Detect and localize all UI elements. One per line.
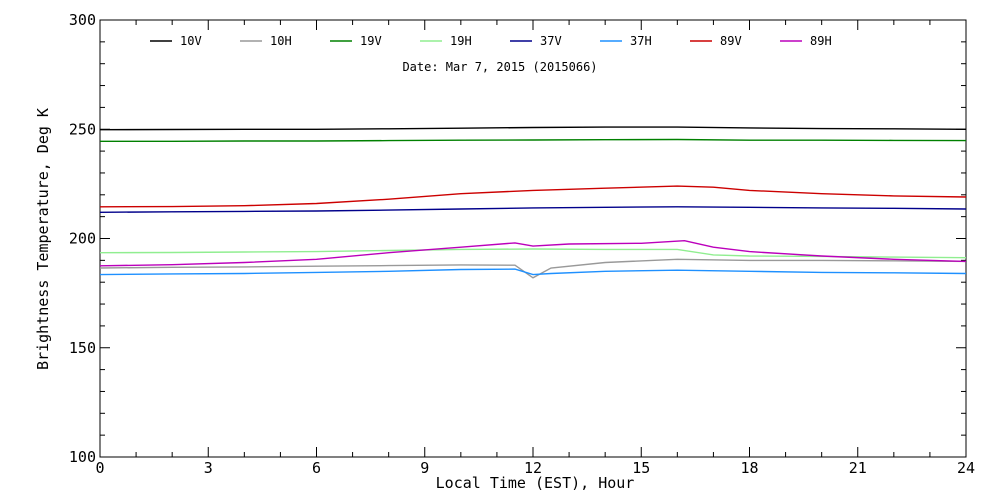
x-tick-label: 24: [957, 459, 975, 477]
y-tick-label: 100: [69, 448, 96, 466]
legend-label-19h: 19H: [450, 34, 472, 48]
series-line-37h: [99, 268, 967, 276]
y-tick-label: 200: [69, 230, 96, 248]
y-tick-label: 250: [69, 120, 96, 138]
y-axis-title: Brightness Temperature, Deg K: [34, 108, 52, 370]
x-tick-label: 6: [312, 459, 321, 477]
series-line-10h: [99, 258, 967, 279]
x-tick-label: 9: [420, 459, 429, 477]
series-line-89v: [99, 185, 967, 208]
x-tick-label: 18: [740, 459, 758, 477]
legend-label-37v: 37V: [540, 34, 562, 48]
x-tick-label: 0: [95, 459, 104, 477]
x-tick-label: 12: [524, 459, 542, 477]
x-axis-ticks: 0 3 6 9 12 15 18 21 24: [95, 20, 975, 477]
x-axis-title: Local Time (EST), Hour: [436, 474, 635, 492]
legend-label-19v: 19V: [360, 34, 382, 48]
x-tick-label: 21: [849, 459, 867, 477]
legend-label-10v: 10V: [180, 34, 202, 48]
x-tick-label: 3: [204, 459, 213, 477]
series-layer: [99, 126, 967, 279]
series-line-10v: [99, 126, 967, 131]
legend-label-89h: 89H: [810, 34, 832, 48]
y-axis-ticks: 100 150 200 250 300: [69, 11, 966, 466]
series-line-19v: [100, 138, 967, 143]
series-line-37v: [99, 206, 967, 213]
y-tick-label: 300: [69, 11, 96, 29]
series-line-89h: [99, 239, 967, 267]
legend-label-89v: 89V: [720, 34, 742, 48]
legend-label-37h: 37H: [630, 34, 652, 48]
y-tick-label: 150: [69, 339, 96, 357]
date-annotation: Date: Mar 7, 2015 (2015066): [402, 60, 597, 74]
legend-label-10h: 10H: [270, 34, 292, 48]
legend: 10V 10H 19V 19H 37V 37H 89V 89H: [150, 34, 832, 48]
series-line-19h: [99, 248, 967, 259]
x-tick-label: 15: [632, 459, 650, 477]
